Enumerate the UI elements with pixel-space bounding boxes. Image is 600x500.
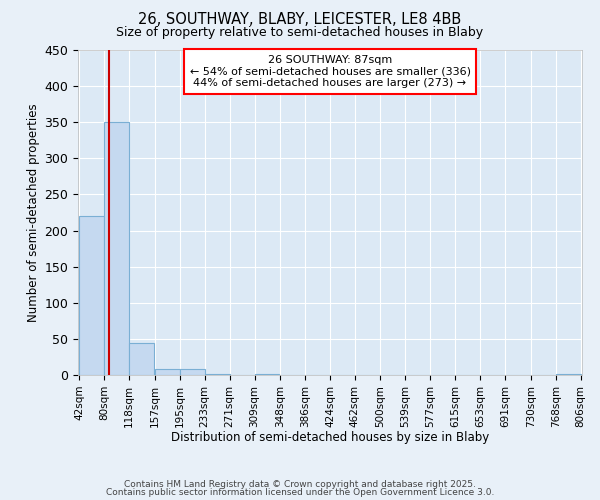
Bar (556, 374, 581, 375)
Bar (205, 374, 230, 375)
Text: 26 SOUTHWAY: 87sqm
← 54% of semi-detached houses are smaller (336)
44% of semi-d: 26 SOUTHWAY: 87sqm ← 54% of semi-detache… (190, 55, 470, 88)
Bar (254, 374, 280, 375)
Bar (129, 342, 154, 375)
Text: Size of property relative to semi-detached houses in Blaby: Size of property relative to semi-detach… (116, 26, 484, 39)
Bar (79, 216, 104, 375)
Text: 26, SOUTHWAY, BLABY, LEICESTER, LE8 4BB: 26, SOUTHWAY, BLABY, LEICESTER, LE8 4BB (139, 12, 461, 28)
Bar (180, 369, 205, 375)
Y-axis label: Number of semi-detached properties: Number of semi-detached properties (27, 103, 40, 322)
Text: Contains public sector information licensed under the Open Government Licence 3.: Contains public sector information licen… (106, 488, 494, 497)
Bar (155, 368, 180, 375)
X-axis label: Distribution of semi-detached houses by size in Blaby: Distribution of semi-detached houses by … (171, 431, 489, 444)
Bar (104, 122, 129, 375)
Text: Contains HM Land Registry data © Crown copyright and database right 2025.: Contains HM Land Registry data © Crown c… (124, 480, 476, 489)
